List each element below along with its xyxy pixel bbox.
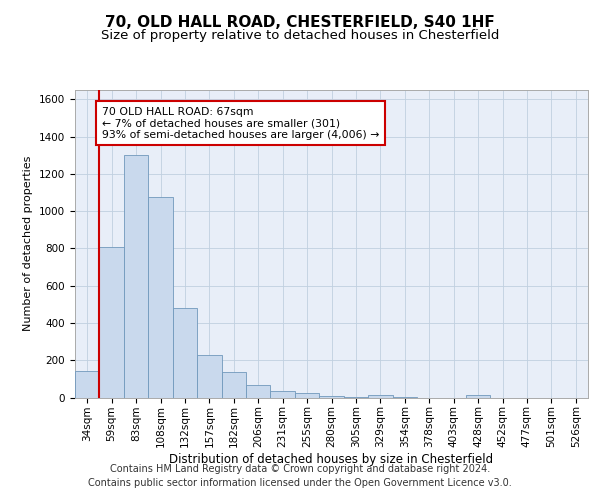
Bar bbox=[344, 396, 368, 398]
Bar bbox=[75, 372, 100, 398]
Bar bbox=[246, 386, 271, 398]
Bar bbox=[221, 372, 246, 398]
Bar bbox=[295, 394, 319, 398]
Text: Contains public sector information licensed under the Open Government Licence v3: Contains public sector information licen… bbox=[88, 478, 512, 488]
Bar bbox=[148, 197, 173, 398]
X-axis label: Distribution of detached houses by size in Chesterfield: Distribution of detached houses by size … bbox=[169, 453, 494, 466]
Text: Size of property relative to detached houses in Chesterfield: Size of property relative to detached ho… bbox=[101, 28, 499, 42]
Text: 70, OLD HALL ROAD, CHESTERFIELD, S40 1HF: 70, OLD HALL ROAD, CHESTERFIELD, S40 1HF bbox=[105, 15, 495, 30]
Bar bbox=[271, 391, 295, 398]
Bar bbox=[197, 354, 221, 398]
Bar bbox=[368, 394, 392, 398]
Text: Contains HM Land Registry data © Crown copyright and database right 2024.: Contains HM Land Registry data © Crown c… bbox=[110, 464, 490, 474]
Bar bbox=[100, 246, 124, 398]
Y-axis label: Number of detached properties: Number of detached properties bbox=[23, 156, 34, 332]
Text: 70 OLD HALL ROAD: 67sqm
← 7% of detached houses are smaller (301)
93% of semi-de: 70 OLD HALL ROAD: 67sqm ← 7% of detached… bbox=[102, 107, 379, 140]
Bar bbox=[173, 308, 197, 398]
Bar bbox=[124, 155, 148, 398]
Bar bbox=[319, 396, 344, 398]
Bar bbox=[466, 396, 490, 398]
